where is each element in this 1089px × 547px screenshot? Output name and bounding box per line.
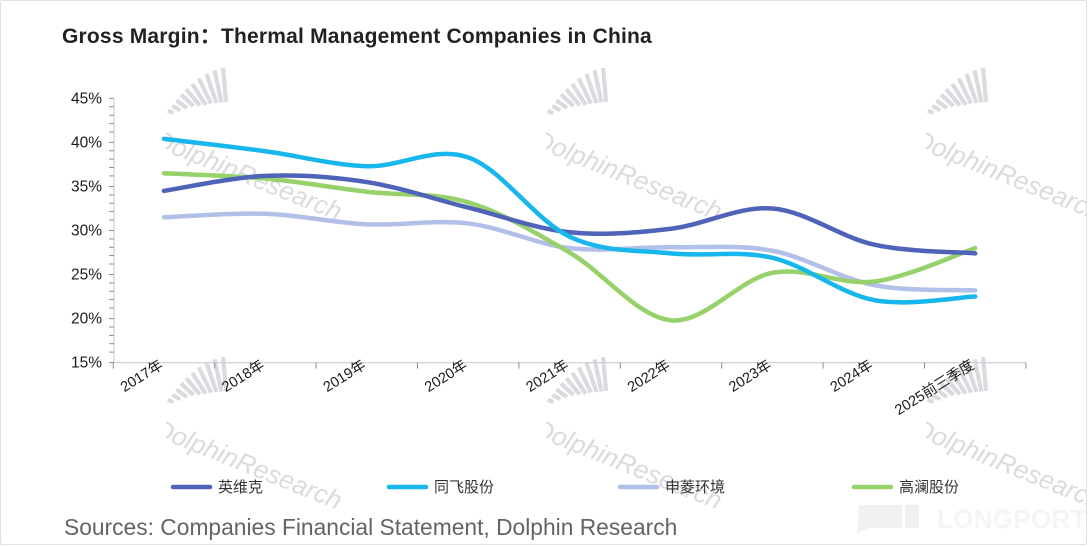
svg-text:25%: 25%	[71, 267, 102, 284]
svg-text:35%: 35%	[71, 179, 102, 196]
svg-text:15%: 15%	[71, 355, 102, 372]
svg-text:LONGPORT: LONGPORT	[937, 504, 1087, 534]
svg-text:英维克: 英维克	[218, 478, 263, 496]
svg-text:申菱环境: 申菱环境	[665, 478, 725, 496]
svg-text:同飞股份: 同飞股份	[434, 479, 494, 496]
svg-text:20%: 20%	[71, 311, 102, 328]
svg-text:30%: 30%	[71, 223, 102, 240]
svg-text:高澜股份: 高澜股份	[899, 479, 959, 496]
svg-text:40%: 40%	[71, 134, 102, 151]
svg-text:45%: 45%	[71, 90, 102, 107]
